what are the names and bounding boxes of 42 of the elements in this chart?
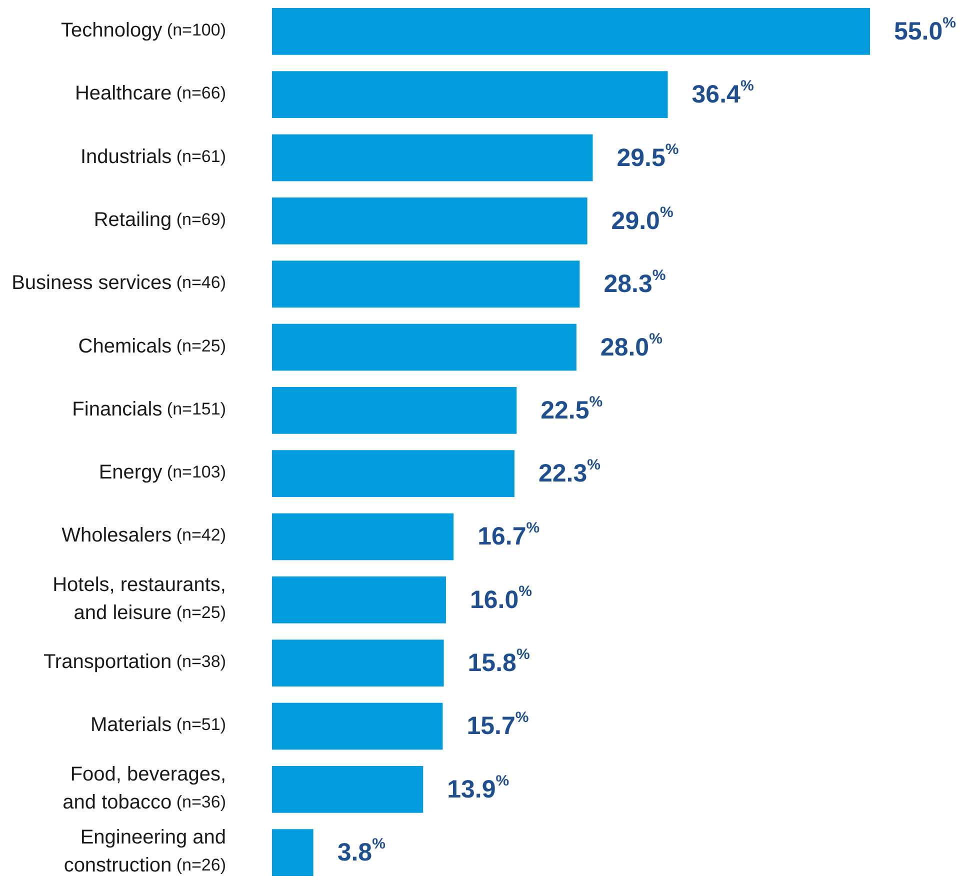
data-label: 22.3$^{%}$	[538, 456, 600, 488]
data-label: 22.5$^{%}$	[540, 393, 603, 424]
data-label: 29.5$^{%}$	[616, 140, 679, 172]
bar	[272, 197, 588, 244]
bar	[272, 260, 580, 308]
data-label: 28.0$^{%}$	[600, 330, 662, 361]
y-tick-label: Healthcare (n=66)	[74, 82, 226, 105]
bar	[272, 702, 443, 750]
y-tick-label: Hotels, restaurants, and leisure (n=25)	[52, 574, 226, 624]
y-tick-label: Financials (n=151)	[72, 398, 226, 421]
y-tick-label: Energy (n=103)	[98, 462, 226, 484]
bar	[272, 450, 514, 498]
data-label: 15.8$^{%}$	[468, 646, 530, 677]
y-tick-label: Retailing (n=69)	[94, 209, 226, 232]
y-tick-label: Technology (n=100)	[61, 20, 226, 42]
data-label: 29.0$^{%}$	[611, 204, 674, 235]
bar	[272, 640, 444, 687]
bar	[272, 386, 517, 434]
data-label: 36.4$^{%}$	[692, 78, 754, 108]
y-tick-label: Transportation (n=38)	[43, 651, 226, 674]
data-label: 15.7$^{%}$	[466, 709, 529, 740]
bar	[272, 71, 668, 118]
y-tick-label: Chemicals (n=25)	[78, 336, 226, 358]
data-label: 3.8$^{%}$	[337, 836, 386, 866]
y-tick-label: Materials (n=51)	[90, 714, 226, 737]
bar	[272, 134, 593, 182]
bar	[272, 829, 314, 876]
y-tick-label: Business services (n=46)	[12, 272, 226, 294]
data-label: 16.0$^{%}$	[470, 582, 532, 614]
bar	[272, 576, 446, 624]
data-label: 16.7$^{%}$	[478, 520, 540, 550]
data-label: 55.0$^{%}$	[894, 14, 956, 46]
y-tick-label: Wholesalers (n=42)	[62, 525, 226, 548]
bar	[272, 513, 454, 560]
bar	[272, 8, 870, 55]
category-label: Food, beverages, and tobacco (n=36)	[62, 764, 226, 814]
y-tick-label: Engineering and construction (n=26)	[64, 826, 226, 877]
data-label: 13.9$^{%}$	[447, 772, 510, 804]
data-label: 28.3$^{%}$	[604, 267, 666, 298]
y-tick-label: Industrials (n=61)	[80, 146, 226, 168]
bar	[272, 324, 576, 371]
bar	[272, 766, 424, 813]
